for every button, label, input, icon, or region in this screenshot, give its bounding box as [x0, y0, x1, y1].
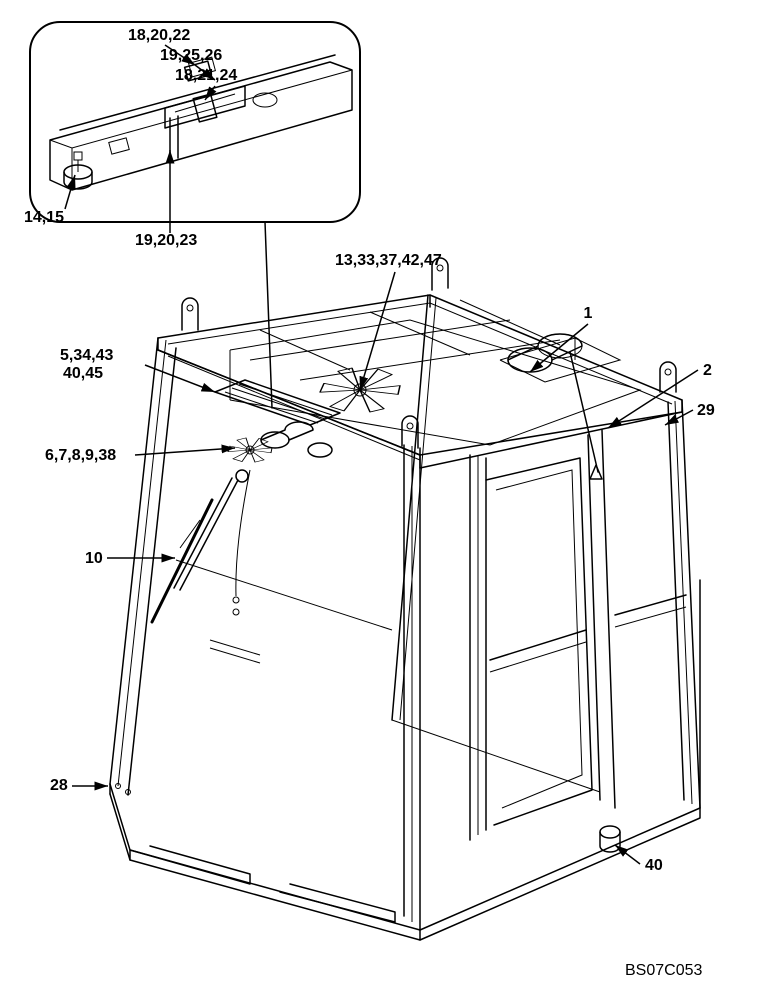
callout-label: 40,45 [63, 365, 103, 382]
callout-label: 18,21,24 [175, 67, 237, 84]
callout-label: 13,33,37,42,47 [335, 252, 442, 269]
drawing-id-label: BS07C053 [625, 962, 702, 979]
roof-unit-left [215, 380, 340, 457]
technical-drawing: 1 2 5,34,4340,45 6,7,8,9,38 10 13,33,37,42,47… [0, 0, 760, 1000]
leader-line [135, 448, 235, 455]
callout-label: 19,25,26 [160, 47, 222, 64]
callout-label: 10 [85, 550, 103, 567]
callout-label: 2 [703, 362, 712, 379]
callout-label: 40 [645, 857, 663, 874]
callout-label: 29 [697, 402, 715, 419]
callout-label: 18,20,22 [128, 27, 190, 44]
callout-label: 19,20,23 [135, 232, 197, 249]
callout-label: 5,34,43 [60, 347, 113, 364]
leader-line [360, 272, 395, 390]
cab-frame [110, 258, 700, 940]
step-knob [600, 826, 620, 852]
callout-label: 1 [584, 305, 593, 322]
leader-line [608, 370, 698, 428]
lifting-lug [660, 362, 676, 392]
small-fan [228, 438, 272, 462]
lifting-lug [182, 298, 198, 330]
callout-label: 14,15 [24, 209, 64, 226]
leader-line [615, 845, 640, 864]
callout-label: 6,7,8,9,38 [45, 447, 116, 464]
callout-label: 28 [50, 777, 68, 794]
